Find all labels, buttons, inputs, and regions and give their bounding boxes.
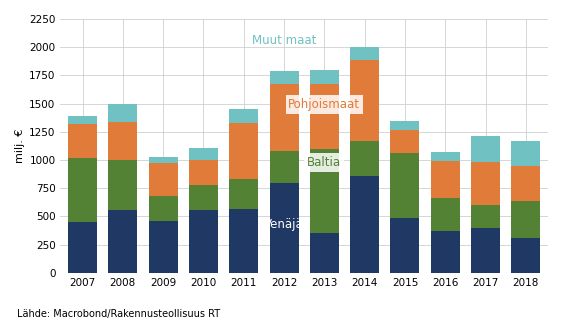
Bar xyxy=(68,124,97,158)
Bar xyxy=(511,166,540,201)
Bar xyxy=(390,129,419,153)
Text: Pohjoismaat: Pohjoismaat xyxy=(288,98,360,111)
Bar xyxy=(511,141,540,166)
Bar xyxy=(431,231,460,273)
Bar xyxy=(390,153,419,218)
Bar xyxy=(108,122,137,160)
Bar xyxy=(68,222,97,273)
Bar xyxy=(189,160,218,185)
Bar xyxy=(310,149,339,233)
Text: Baltia: Baltia xyxy=(307,156,341,169)
Bar xyxy=(350,47,379,60)
Bar xyxy=(511,201,540,238)
Bar xyxy=(229,109,258,123)
Bar xyxy=(229,179,258,209)
Bar xyxy=(189,148,218,160)
Bar xyxy=(108,160,137,210)
Bar xyxy=(310,84,339,149)
Y-axis label: milj. €: milj. € xyxy=(15,129,25,163)
Bar xyxy=(68,158,97,222)
Bar xyxy=(310,70,339,84)
Text: Lähde: Macrobond/Rakennusteollisuus RT: Lähde: Macrobond/Rakennusteollisuus RT xyxy=(17,309,220,319)
Bar xyxy=(189,210,218,273)
Bar xyxy=(229,123,258,179)
Bar xyxy=(108,210,137,273)
Bar xyxy=(270,84,298,151)
Bar xyxy=(350,176,379,273)
Bar xyxy=(390,218,419,273)
Bar xyxy=(471,136,500,162)
Bar xyxy=(431,161,460,198)
Bar xyxy=(350,60,379,141)
Bar xyxy=(229,209,258,273)
Bar xyxy=(108,104,137,122)
Bar xyxy=(471,205,500,228)
Text: Muut maat: Muut maat xyxy=(252,34,316,47)
Bar xyxy=(471,162,500,205)
Bar xyxy=(511,238,540,273)
Bar xyxy=(471,228,500,273)
Bar xyxy=(431,152,460,161)
Bar xyxy=(390,121,419,129)
Bar xyxy=(68,116,97,124)
Bar xyxy=(149,221,178,273)
Bar xyxy=(310,233,339,273)
Bar xyxy=(149,157,178,163)
Bar xyxy=(149,196,178,221)
Bar xyxy=(350,141,379,176)
Bar xyxy=(270,71,298,84)
Bar xyxy=(270,183,298,273)
Bar xyxy=(149,163,178,196)
Text: Venäjä: Venäjä xyxy=(264,218,304,231)
Bar xyxy=(270,151,298,183)
Bar xyxy=(431,198,460,231)
Bar xyxy=(189,185,218,210)
